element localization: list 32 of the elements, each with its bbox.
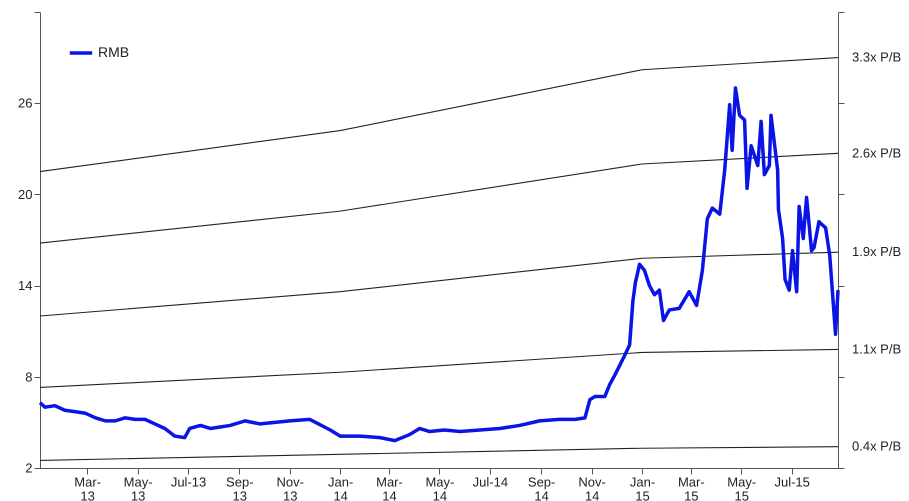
x-tick-label: May- 14 bbox=[425, 474, 454, 501]
x-tick-label: Jan- 14 bbox=[328, 474, 354, 501]
y-tick-label: 20 bbox=[18, 186, 32, 202]
series-label: 0.4x P/B bbox=[852, 438, 902, 454]
line-series bbox=[38, 86, 840, 442]
y-tick-label: 8 bbox=[25, 369, 32, 384]
x-tick-label: Sep- 13 bbox=[226, 474, 254, 501]
x-tick-label: Jul-15 bbox=[774, 474, 810, 490]
line-series bbox=[39, 348, 839, 388]
x-tick-label: Mar- 15 bbox=[678, 474, 705, 501]
x-tick-label: May- 15 bbox=[727, 474, 756, 501]
series-label: 3.3x P/B bbox=[852, 50, 902, 65]
x-tick-label: May- 13 bbox=[124, 474, 153, 501]
x-tick-label: Jul-13 bbox=[170, 474, 206, 490]
series-label: 2.6x P/B bbox=[852, 145, 902, 160]
x-tick-label: Nov- 13 bbox=[276, 474, 304, 501]
x-tick-label: Nov- 14 bbox=[578, 474, 606, 501]
y-tick-label: 2 bbox=[25, 460, 32, 476]
x-tick-label: Sep- 14 bbox=[528, 474, 556, 501]
line-series bbox=[39, 152, 839, 244]
x-tick-label: Mar- 14 bbox=[376, 474, 403, 501]
line-series bbox=[39, 252, 839, 317]
line-series bbox=[39, 446, 839, 461]
series-label: 1.1x P/B bbox=[852, 341, 902, 356]
x-tick-label: Mar- 13 bbox=[74, 474, 101, 501]
line-series bbox=[39, 57, 839, 172]
series-label: 1.9x P/B bbox=[852, 244, 902, 260]
x-tick-label: Jan- 15 bbox=[630, 474, 656, 501]
y-tick-label: 14 bbox=[18, 278, 32, 294]
legend-label: RMB bbox=[98, 44, 130, 60]
x-tick-label: Jul-14 bbox=[472, 474, 508, 490]
y-tick-label: 26 bbox=[18, 96, 32, 111]
